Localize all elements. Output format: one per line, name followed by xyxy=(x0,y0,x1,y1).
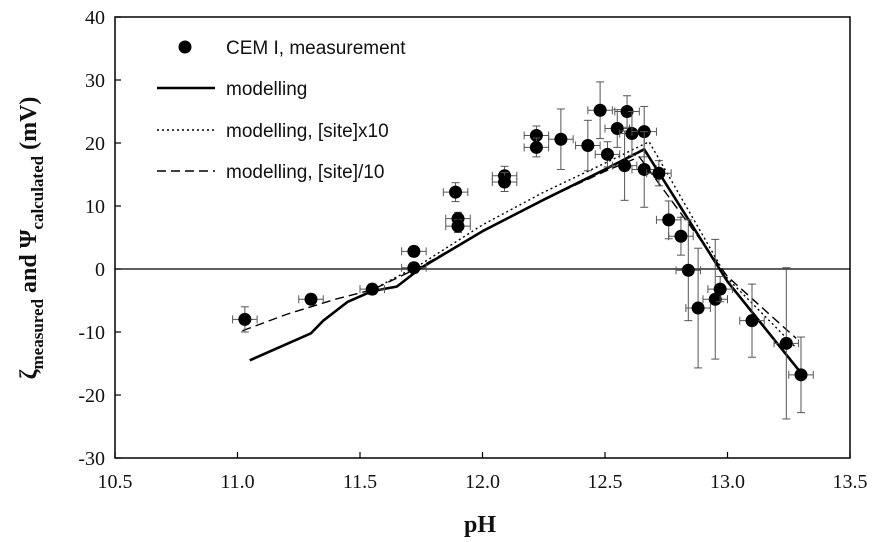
legend-label: modelling xyxy=(226,79,307,100)
legend-item: modelling xyxy=(157,79,307,100)
point-marker xyxy=(581,139,595,153)
line-dashed xyxy=(242,156,797,339)
legend-item: CEM I, measurement xyxy=(178,38,406,59)
point-marker xyxy=(779,336,793,350)
data-point xyxy=(587,81,613,140)
zeta-symbol: ζ xyxy=(16,368,42,379)
y-tick-label: 0 xyxy=(95,259,105,281)
unit-text: (mV) xyxy=(16,97,42,156)
point-marker xyxy=(691,301,705,315)
point-marker xyxy=(449,185,463,199)
point-marker xyxy=(652,166,666,180)
x-tick-label: 11.0 xyxy=(220,471,254,493)
x-tick-label: 12.0 xyxy=(465,471,500,493)
point-marker xyxy=(593,103,607,117)
zeta-subscript: measured xyxy=(28,298,47,369)
point-marker xyxy=(529,140,543,154)
data-point xyxy=(668,216,694,256)
data-point xyxy=(594,141,621,168)
data-point xyxy=(646,160,672,187)
data-point xyxy=(631,131,657,208)
data-point xyxy=(611,130,638,201)
legend-label: modelling, [site]x10 xyxy=(226,121,389,142)
x-tick-label: 13.0 xyxy=(710,471,745,493)
y-tick-label: -10 xyxy=(78,322,105,344)
x-axis-label: pH xyxy=(464,512,496,538)
data-point xyxy=(685,247,711,369)
y-axis-ticks: -30 -20 -10 0 10 20 30 40 xyxy=(78,7,121,470)
legend-marker xyxy=(178,40,192,54)
point-marker xyxy=(451,219,465,233)
point-marker xyxy=(365,282,379,296)
point-marker xyxy=(554,132,568,146)
measurement-points xyxy=(232,81,814,420)
y-tick-label: 30 xyxy=(85,70,105,92)
point-marker xyxy=(708,292,722,306)
y-tick-label: -20 xyxy=(78,385,105,407)
data-point xyxy=(604,109,630,148)
legend: CEM I, measurement modelling modelling, [s… xyxy=(157,38,406,183)
data-point xyxy=(442,182,469,203)
data-point xyxy=(232,306,258,333)
x-tick-label: 12.5 xyxy=(588,471,623,493)
data-point xyxy=(548,108,574,170)
legend-item: modelling, [site]x10 xyxy=(157,121,389,142)
point-marker xyxy=(618,159,632,173)
point-marker xyxy=(407,261,421,275)
legend-label: CEM I, measurement xyxy=(226,38,406,59)
x-tick-label: 11.5 xyxy=(343,471,377,493)
data-point xyxy=(575,119,601,172)
y-tick-label: 20 xyxy=(85,133,105,155)
point-marker xyxy=(662,213,676,227)
psi-subscript: calculated xyxy=(28,155,47,229)
data-point xyxy=(707,276,733,303)
data-point xyxy=(401,244,427,258)
point-marker xyxy=(637,162,651,176)
data-point xyxy=(523,137,550,158)
point-marker xyxy=(529,128,543,142)
y-tick-label: 10 xyxy=(85,196,105,218)
point-marker xyxy=(407,244,421,258)
y-tick-label: 40 xyxy=(85,7,105,29)
data-point xyxy=(359,282,385,296)
point-marker xyxy=(713,282,727,296)
point-marker xyxy=(498,175,512,189)
point-marker xyxy=(610,122,624,136)
data-point xyxy=(401,261,427,275)
point-marker xyxy=(794,368,808,382)
point-marker xyxy=(304,292,318,306)
y-axis-label: ζmeasured and Ψcalculated (mV) xyxy=(16,97,47,380)
data-point xyxy=(298,292,324,306)
point-marker xyxy=(620,105,634,118)
data-point xyxy=(773,267,800,420)
data-point xyxy=(491,172,518,193)
data-point xyxy=(614,95,640,128)
point-marker xyxy=(674,229,688,243)
data-point xyxy=(445,219,471,233)
point-marker xyxy=(238,312,252,326)
x-axis-ticks: 10.5 11.0 11.5 12.0 12.5 13.0 13.5 xyxy=(98,452,868,493)
data-point xyxy=(788,336,814,414)
y-tick-label: -30 xyxy=(78,448,105,470)
point-marker xyxy=(745,314,759,328)
data-point xyxy=(739,283,765,358)
x-tick-label: 10.5 xyxy=(98,471,133,493)
point-marker xyxy=(681,263,695,277)
legend-item: modelling, [site]/10 xyxy=(157,162,384,183)
point-marker xyxy=(600,147,614,161)
line-dotted xyxy=(371,141,797,349)
and-text: and xyxy=(16,248,42,299)
psi-symbol: Ψ xyxy=(16,229,42,248)
x-tick-label: 13.5 xyxy=(833,471,868,493)
legend-label: modelling, [site]/10 xyxy=(226,162,384,183)
data-point xyxy=(675,219,702,322)
data-point xyxy=(702,238,728,360)
